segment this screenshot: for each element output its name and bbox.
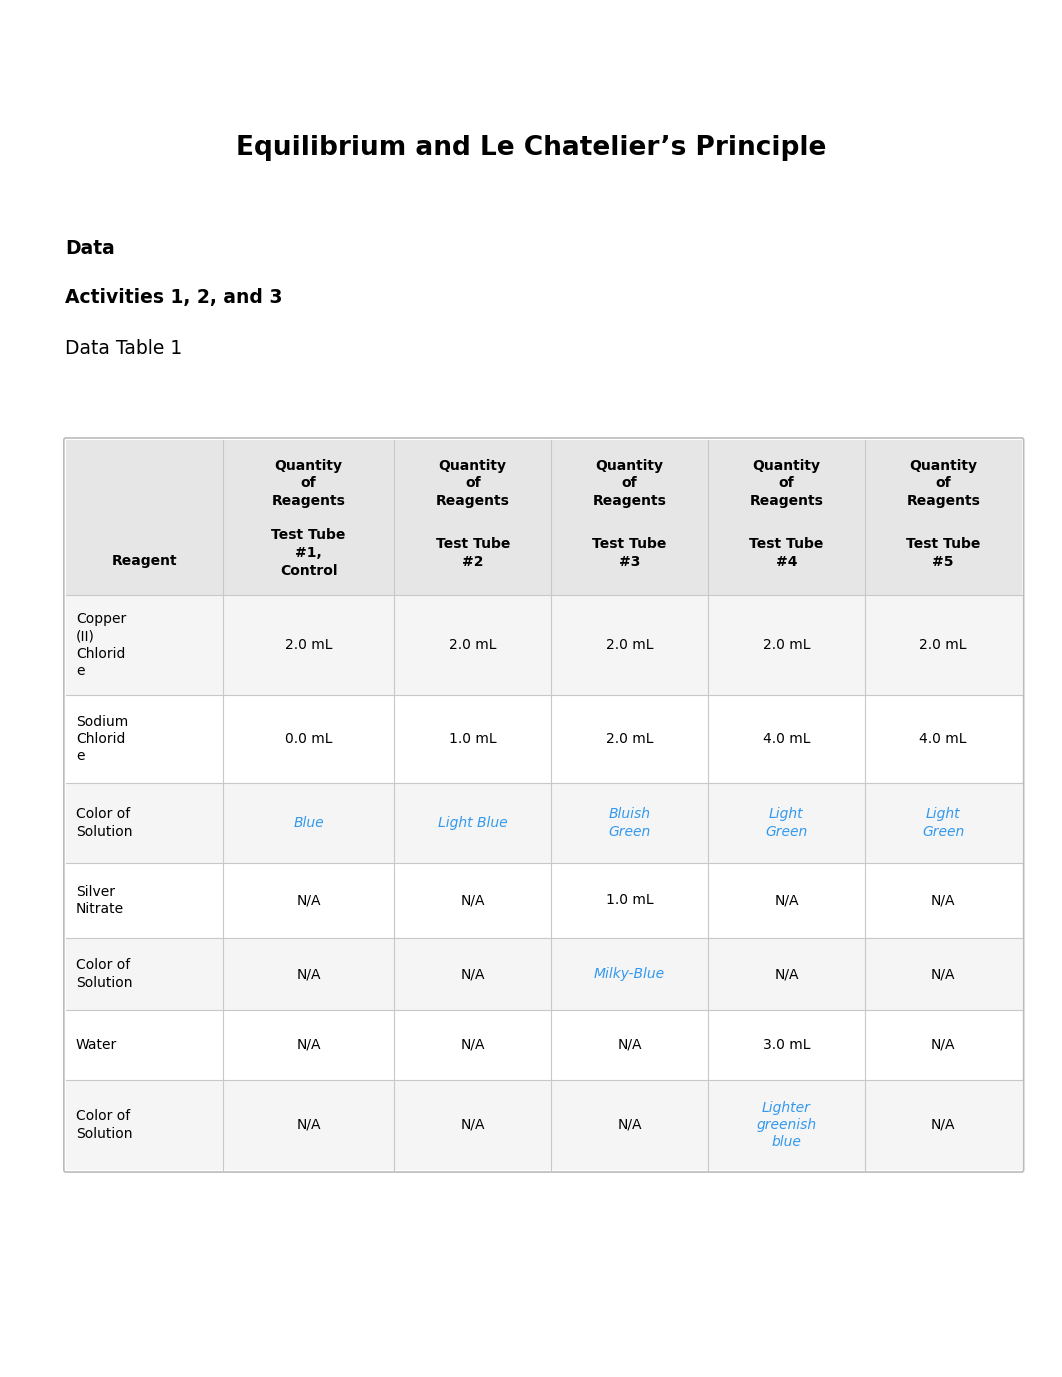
Text: N/A: N/A <box>461 1038 485 1052</box>
Text: Color of
Solution: Color of Solution <box>75 807 133 839</box>
Text: 0.0 mL: 0.0 mL <box>285 733 332 746</box>
Text: N/A: N/A <box>931 967 956 980</box>
Text: Light Blue: Light Blue <box>438 817 508 830</box>
Text: Activities 1, 2, and 3: Activities 1, 2, and 3 <box>65 289 282 307</box>
Text: Quantity
of
Reagents: Quantity of Reagents <box>593 459 667 508</box>
Text: 2.0 mL: 2.0 mL <box>605 733 653 746</box>
Text: Color of
Solution: Color of Solution <box>75 958 133 990</box>
Text: N/A: N/A <box>461 1118 485 1132</box>
Text: N/A: N/A <box>774 967 799 980</box>
Text: Light
Green: Light Green <box>766 807 807 839</box>
Text: Data Table 1: Data Table 1 <box>65 339 183 358</box>
Text: N/A: N/A <box>931 1038 956 1052</box>
Text: N/A: N/A <box>296 967 321 980</box>
Text: 2.0 mL: 2.0 mL <box>763 638 810 651</box>
Text: Quantity
of
Reagents: Quantity of Reagents <box>750 459 823 508</box>
Bar <box>66 595 1022 695</box>
Bar <box>66 863 1022 938</box>
Text: N/A: N/A <box>461 967 485 980</box>
Text: Test Tube
#1,
Control: Test Tube #1, Control <box>271 529 346 578</box>
Text: Test Tube
#2: Test Tube #2 <box>435 537 510 569</box>
Text: Blue: Blue <box>293 817 324 830</box>
Text: N/A: N/A <box>296 894 321 907</box>
Bar <box>66 441 1022 1170</box>
Text: Quantity
of
Reagents: Quantity of Reagents <box>272 459 345 508</box>
Text: Milky-Blue: Milky-Blue <box>594 967 665 980</box>
Text: 1.0 mL: 1.0 mL <box>605 894 653 907</box>
Text: N/A: N/A <box>774 894 799 907</box>
Text: 4.0 mL: 4.0 mL <box>920 733 967 746</box>
Text: Water: Water <box>75 1038 117 1052</box>
Bar <box>66 695 1022 784</box>
Text: Quantity
of
Reagents: Quantity of Reagents <box>435 459 510 508</box>
Text: Light
Green: Light Green <box>922 807 964 839</box>
Text: Sodium
Chlorid
e: Sodium Chlorid e <box>75 715 129 763</box>
Text: N/A: N/A <box>617 1118 641 1132</box>
Text: 2.0 mL: 2.0 mL <box>285 638 332 651</box>
Bar <box>66 784 1022 863</box>
Text: Equilibrium and Le Chatelier’s Principle: Equilibrium and Le Chatelier’s Principle <box>236 135 826 161</box>
Text: N/A: N/A <box>296 1038 321 1052</box>
Text: N/A: N/A <box>296 1118 321 1132</box>
Text: Data: Data <box>65 238 115 257</box>
Bar <box>66 938 1022 1009</box>
Text: 2.0 mL: 2.0 mL <box>605 638 653 651</box>
Text: 3.0 mL: 3.0 mL <box>763 1038 810 1052</box>
Text: Silver
Nitrate: Silver Nitrate <box>75 885 124 916</box>
Text: 2.0 mL: 2.0 mL <box>449 638 497 651</box>
Text: Copper
(II)
Chlorid
e: Copper (II) Chlorid e <box>75 611 126 677</box>
Bar <box>66 1080 1022 1170</box>
Bar <box>66 1009 1022 1080</box>
Text: Test Tube
#3: Test Tube #3 <box>593 537 667 569</box>
Text: Test Tube
#5: Test Tube #5 <box>906 537 980 569</box>
Text: 2.0 mL: 2.0 mL <box>920 638 967 651</box>
Text: Test Tube
#4: Test Tube #4 <box>749 537 824 569</box>
Text: Bluish
Green: Bluish Green <box>609 807 651 839</box>
Text: Quantity
of
Reagents: Quantity of Reagents <box>906 459 980 508</box>
Text: Reagent: Reagent <box>112 554 177 567</box>
Text: 4.0 mL: 4.0 mL <box>763 733 810 746</box>
Text: Color of
Solution: Color of Solution <box>75 1110 133 1140</box>
Text: N/A: N/A <box>931 894 956 907</box>
Text: Lighter
greenish
blue: Lighter greenish blue <box>756 1100 817 1150</box>
Text: N/A: N/A <box>461 894 485 907</box>
Text: N/A: N/A <box>617 1038 641 1052</box>
Bar <box>66 441 1022 595</box>
Text: 1.0 mL: 1.0 mL <box>449 733 497 746</box>
Text: N/A: N/A <box>931 1118 956 1132</box>
